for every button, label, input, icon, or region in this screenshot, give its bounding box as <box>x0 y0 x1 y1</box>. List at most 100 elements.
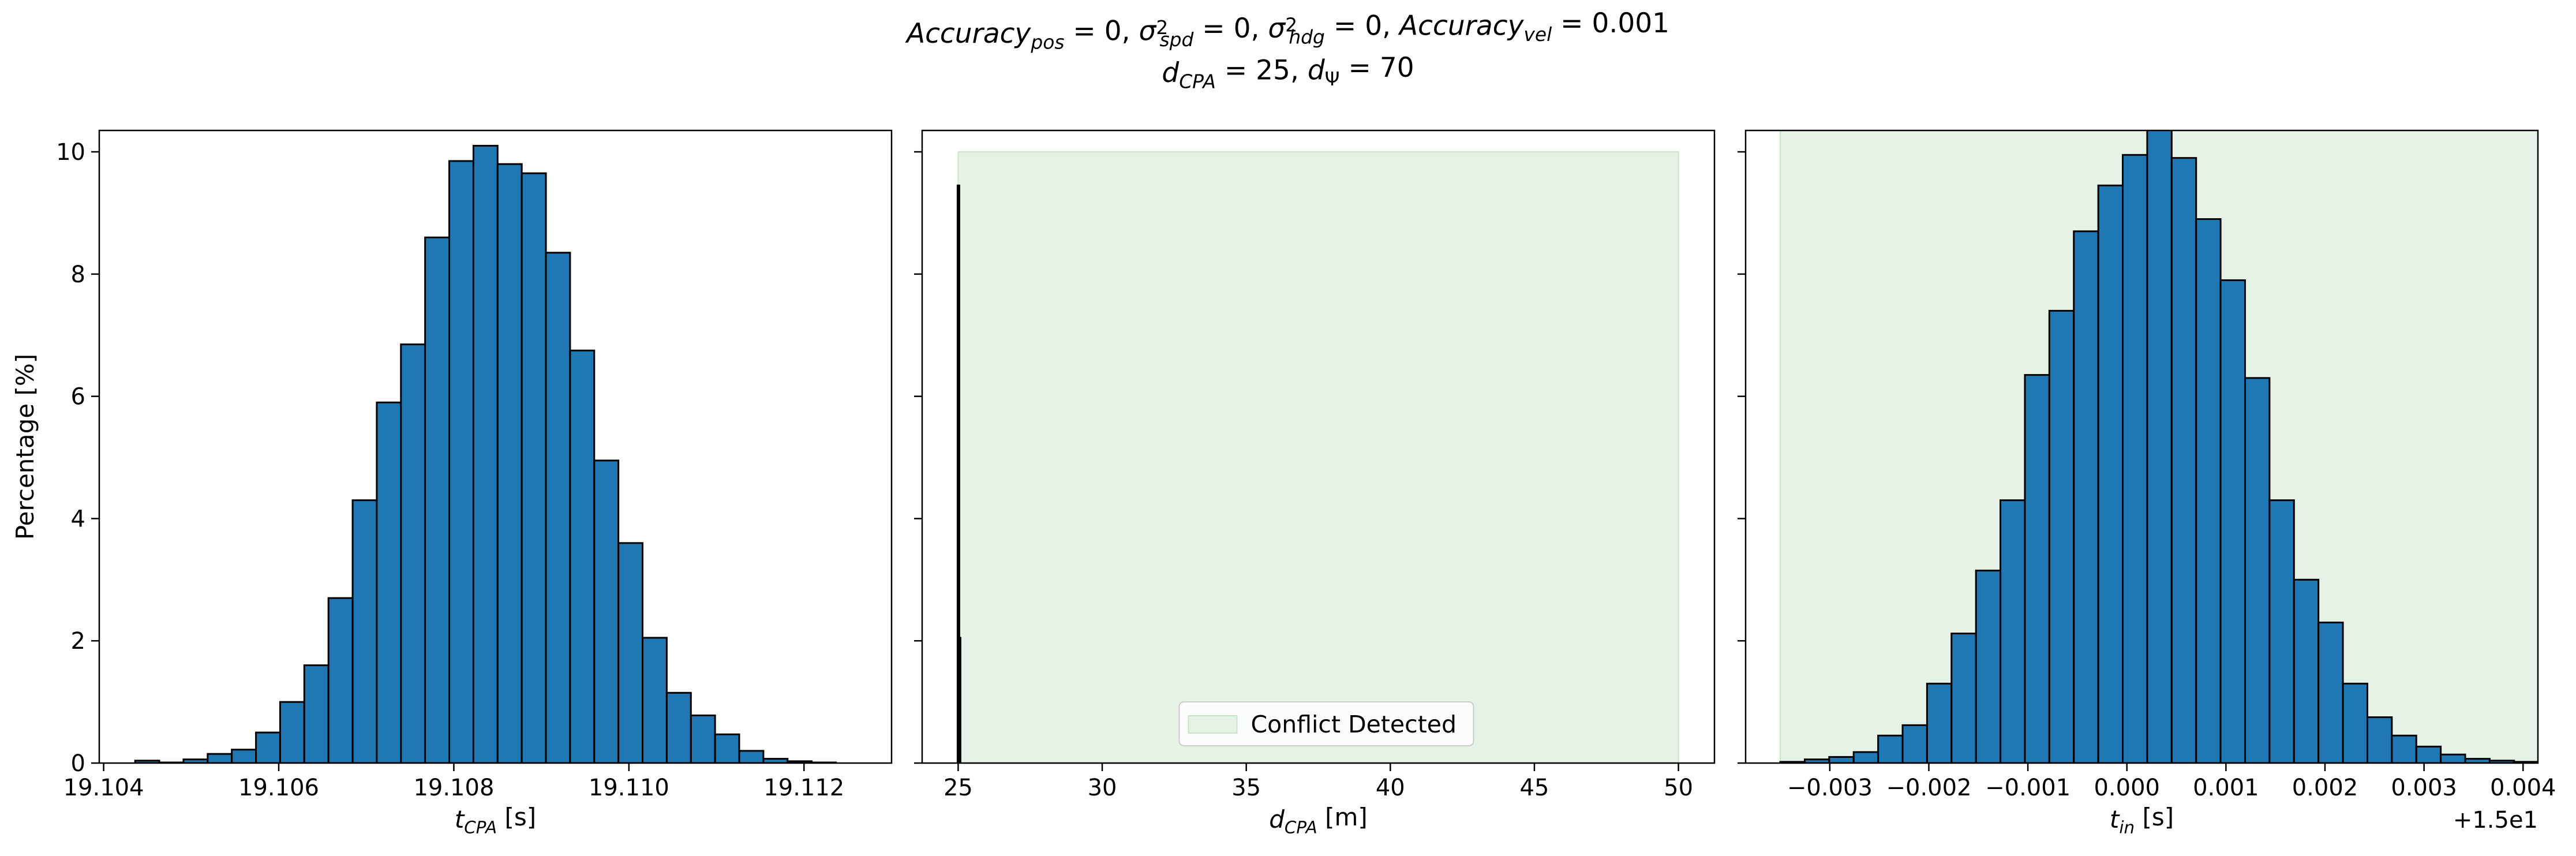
histogram-bar <box>1950 633 1977 763</box>
x-tick-label: 19.104 <box>63 775 144 801</box>
axes-frame <box>1744 129 2539 764</box>
histogram-bar <box>665 691 692 763</box>
y-tick-label: 6 <box>71 384 85 410</box>
x-tick-label: 25 <box>943 775 973 801</box>
y-tick-label: 10 <box>56 139 85 166</box>
histogram-bar <box>2122 154 2148 763</box>
histogram-bar <box>521 172 547 763</box>
histogram-bar <box>376 401 402 763</box>
histogram-bar <box>1975 569 2002 763</box>
x-axis-label: tCPA [s] <box>455 803 536 837</box>
x-tick-label: 0.004 <box>2490 775 2556 801</box>
histogram-bar <box>593 459 620 763</box>
histogram-bar <box>424 236 451 763</box>
histogram-bar <box>714 733 740 763</box>
axes-frame <box>98 129 893 764</box>
histogram-bar <box>2537 761 2538 763</box>
histogram-bar <box>569 349 596 763</box>
x-tick-label: −0.003 <box>1787 775 1873 801</box>
histogram-bar <box>1828 756 1855 763</box>
histogram-bar <box>2000 499 2026 763</box>
legend-box <box>1178 701 1474 746</box>
x-tick-label: 19.110 <box>589 775 669 801</box>
histogram-bar <box>738 750 765 763</box>
histogram-bar <box>2366 716 2393 763</box>
histogram-bar <box>2024 374 2050 763</box>
histogram-bar <box>2268 499 2295 763</box>
histogram-bar <box>2415 745 2442 763</box>
x-tick-label: 0.003 <box>2391 775 2457 801</box>
x-tick-label: 19.112 <box>763 775 844 801</box>
x-tick-label: 0.000 <box>2094 775 2160 801</box>
x-tick-label: −0.001 <box>1985 775 2070 801</box>
histogram-bar <box>400 343 426 763</box>
histogram-bar <box>2048 309 2075 763</box>
histogram-bar <box>642 637 668 763</box>
histogram-bar <box>1926 682 1953 763</box>
plot-area <box>956 151 1679 763</box>
plot-area <box>1779 130 2538 763</box>
figure-title-line-2: dCPA = 25, dΨ = 70 <box>1162 52 1414 93</box>
histogram-bar <box>2293 578 2320 763</box>
histogram-bar <box>2440 753 2466 763</box>
x-tick-label: 0.001 <box>2193 775 2259 801</box>
x-tick-label: 35 <box>1231 775 1261 801</box>
histogram-bar <box>2342 682 2368 763</box>
panel-3: −0.003 −0.002 −0.001 0.000 0.001 0.002 0.003 0.… <box>1738 129 2556 837</box>
histogram-bar <box>327 597 354 763</box>
histogram-bar <box>231 749 257 763</box>
histogram-bar <box>2195 218 2222 763</box>
axes-frame <box>921 129 1716 764</box>
y-tick-label: 0 <box>71 750 85 777</box>
histogram-bar <box>448 160 474 763</box>
histogram-bar <box>351 499 378 763</box>
histogram-bar <box>496 163 523 763</box>
legend-swatch <box>1188 715 1238 734</box>
conflict-region <box>957 151 1679 763</box>
histogram-bar <box>2244 377 2271 763</box>
histogram-bar <box>2146 130 2173 763</box>
x-tick-label: 19.108 <box>413 775 494 801</box>
plot-area <box>134 144 837 763</box>
x-axis-label: dCPA [m] <box>1269 803 1368 837</box>
x-tick-label: 50 <box>1664 775 1693 801</box>
y-tick-label: 8 <box>71 261 85 288</box>
histogram-bar <box>2073 230 2099 763</box>
histogram-bar <box>1877 734 1904 763</box>
histogram-bar <box>957 637 961 763</box>
histogram-bar <box>472 144 499 763</box>
histogram-bar <box>690 714 716 763</box>
x-tick-label: 45 <box>1520 775 1549 801</box>
panel-1: 19.104 19.106 19.108 19.110 19.112 0 2 4 6 8 10 tCP… <box>11 129 893 837</box>
x-offset-label: +1.5e1 <box>2453 807 2538 833</box>
y-tick-label: 4 <box>71 506 85 532</box>
figure-title-line-1: Accuracypos = 0, σ2 spd = 0, σ2 hdg = 0, A… <box>905 8 1669 54</box>
histogram-bar <box>2097 184 2124 763</box>
histogram-bar <box>545 252 571 763</box>
histogram-bar <box>255 731 281 763</box>
legend-label: Conflict Detected <box>1251 711 1457 738</box>
x-tick-label: 0.002 <box>2292 775 2358 801</box>
legend: Conflict Detected <box>1178 701 1474 746</box>
y-tick-label: 2 <box>71 628 85 655</box>
x-tick-label: −0.002 <box>1886 775 1971 801</box>
histogram-bar <box>2219 279 2246 763</box>
x-tick-label: 30 <box>1088 775 1117 801</box>
histogram-bar <box>2391 734 2417 763</box>
histogram-bar <box>1852 751 1879 763</box>
histogram-bar <box>2317 621 2344 763</box>
histogram-bar <box>617 542 644 763</box>
histogram-bar <box>279 701 305 763</box>
x-tick-label: 40 <box>1376 775 1405 801</box>
panel-2: 25 30 35 40 45 50 dCPA [m] Conflict Detected <box>914 129 1716 837</box>
x-tick-label: 19.106 <box>238 775 319 801</box>
histogram-bar <box>2170 157 2197 763</box>
histogram-bar <box>207 753 233 763</box>
histogram-bar <box>956 184 960 763</box>
histogram-bar <box>1901 724 1928 763</box>
histogram-bar <box>303 664 330 763</box>
x-axis-label: tin [s] <box>2110 803 2174 837</box>
y-axis-label: Percentage [%] <box>11 354 39 540</box>
